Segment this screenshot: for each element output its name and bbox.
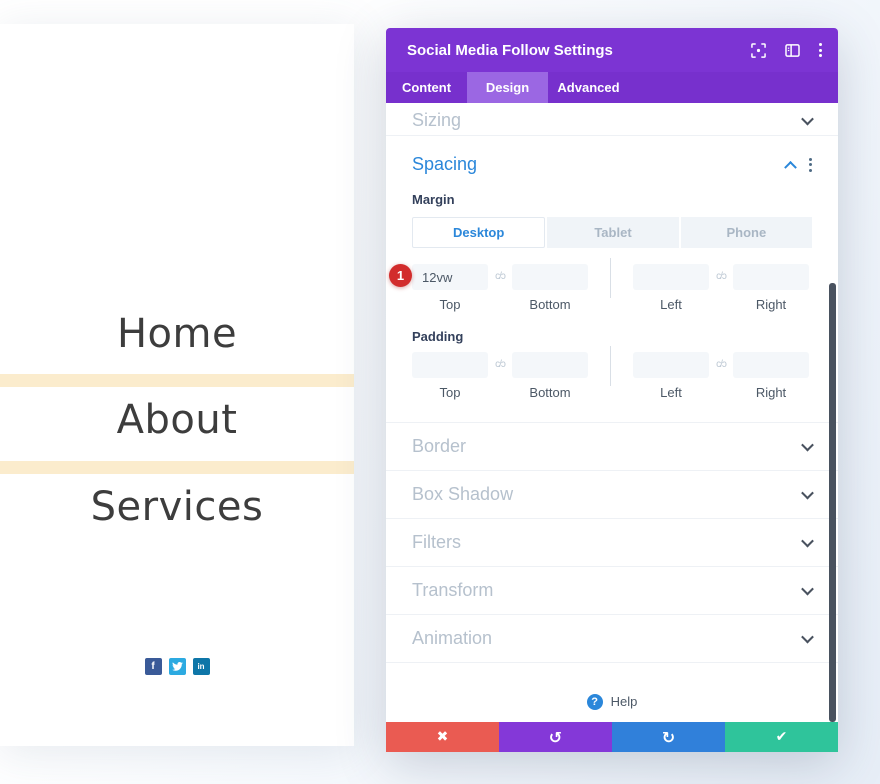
section-sizing[interactable]: Sizing [386, 103, 838, 136]
tab-advanced[interactable]: Advanced [557, 80, 620, 95]
menu-divider [0, 374, 354, 387]
field-label: Right [755, 297, 787, 312]
section-filters-title: Filters [412, 532, 461, 552]
padding-left-input[interactable] [633, 352, 709, 378]
section-spacing: Spacing Margin Desktop Tablet Phone Top [386, 136, 838, 423]
section-filters[interactable]: Filters [386, 519, 838, 567]
device-tab-tablet[interactable]: Tablet [547, 217, 679, 248]
field-label: Bottom [529, 297, 571, 312]
margin-label: Margin [412, 192, 455, 207]
facebook-icon[interactable]: f [144, 658, 162, 675]
section-animation[interactable]: Animation [386, 615, 838, 663]
device-tab-phone[interactable]: Phone [680, 217, 812, 248]
field-label: Bottom [529, 385, 571, 400]
margin-fields-row: Top c/ɔ Bottom Left c/ɔ [412, 258, 812, 312]
padding-label: Padding [412, 329, 464, 344]
field-label: Top [439, 297, 461, 312]
modal-footer-buttons: ✖ ↺ ↻ ✔ [386, 722, 838, 752]
section-border-title: Border [412, 436, 467, 456]
chevron-up-icon[interactable] [784, 160, 797, 174]
twitter-bird-glyph [171, 662, 183, 671]
padding-fields-row: Top c/ɔ Bottom Left c/ɔ [412, 346, 812, 400]
section-transform[interactable]: Transform [386, 567, 838, 615]
section-box-shadow[interactable]: Box Shadow [386, 471, 838, 519]
modal-scrollbar[interactable] [829, 283, 836, 722]
chevron-down-icon [801, 582, 814, 596]
fields-divider [610, 258, 611, 298]
field-label: Left [660, 385, 682, 400]
margin-left-input[interactable] [633, 264, 709, 290]
chevron-down-icon [801, 630, 814, 644]
chevron-down-icon [801, 486, 814, 500]
field-label: Top [439, 385, 461, 400]
chevron-down-icon [801, 534, 814, 548]
link-values-icon[interactable]: c/ɔ [495, 271, 506, 282]
margin-top-input[interactable] [412, 264, 488, 290]
modal-title: Social Media Follow Settings [407, 41, 613, 59]
margin-right-input[interactable] [733, 264, 809, 290]
menu-item-services[interactable]: Services [90, 484, 264, 530]
page-preview-panel: Home About Services f in [0, 24, 354, 746]
chevron-down-icon [801, 438, 814, 452]
expand-panel-icon[interactable] [785, 43, 800, 57]
step-badge: 1 [389, 264, 412, 287]
field-label: Left [660, 297, 682, 312]
margin-bottom-input[interactable] [512, 264, 588, 290]
linkedin-icon[interactable]: in [192, 658, 210, 675]
section-animation-title: Animation [412, 628, 493, 648]
tab-content[interactable]: Content [401, 80, 452, 95]
section-transform-title: Transform [412, 580, 494, 600]
save-button[interactable]: ✔ [725, 722, 838, 752]
discard-button[interactable]: ✖ [386, 722, 499, 752]
focus-preview-icon[interactable] [751, 42, 766, 58]
chevron-down-icon [801, 112, 814, 125]
menu-item-home[interactable]: Home [116, 311, 238, 357]
fields-divider [610, 346, 611, 386]
linkedin-glyph: in [197, 662, 205, 671]
section-sizing-title: Sizing [412, 109, 462, 130]
modal-scroll-area: Sizing Spacing Margin Desktop Tablet Pho… [386, 103, 838, 722]
padding-right-input[interactable] [733, 352, 809, 378]
section-spacing-title[interactable]: Spacing [412, 154, 478, 174]
more-options-icon[interactable] [819, 43, 822, 57]
section-box-shadow-title: Box Shadow [412, 484, 514, 504]
link-values-icon[interactable]: c/ɔ [716, 271, 727, 282]
settings-modal: Social Media Follow Settings Co [386, 28, 838, 752]
padding-bottom-input[interactable] [512, 352, 588, 378]
facebook-glyph: f [151, 661, 155, 672]
help-label: Help [610, 694, 638, 709]
help-icon: ? [586, 693, 603, 710]
spacing-options-icon[interactable] [809, 157, 812, 172]
twitter-icon[interactable] [168, 658, 186, 675]
menu-divider [0, 461, 354, 474]
modal-tab-bar: Content Design Advanced [386, 72, 838, 103]
help-link[interactable]: ? Help [386, 663, 838, 722]
field-label: Right [755, 385, 787, 400]
device-tab-desktop[interactable]: Desktop [412, 217, 546, 248]
section-border[interactable]: Border [386, 423, 838, 471]
padding-top-input[interactable] [412, 352, 488, 378]
redo-button[interactable]: ↻ [612, 722, 725, 752]
tab-design[interactable]: Design [467, 72, 548, 103]
link-values-icon[interactable]: c/ɔ [495, 359, 506, 370]
menu-item-about[interactable]: About [116, 397, 238, 443]
modal-header[interactable]: Social Media Follow Settings [386, 28, 838, 72]
undo-button[interactable]: ↺ [499, 722, 612, 752]
social-media-follow-row: f in [0, 658, 354, 675]
device-tab-bar: Desktop Tablet Phone [412, 217, 812, 248]
link-values-icon[interactable]: c/ɔ [716, 359, 727, 370]
